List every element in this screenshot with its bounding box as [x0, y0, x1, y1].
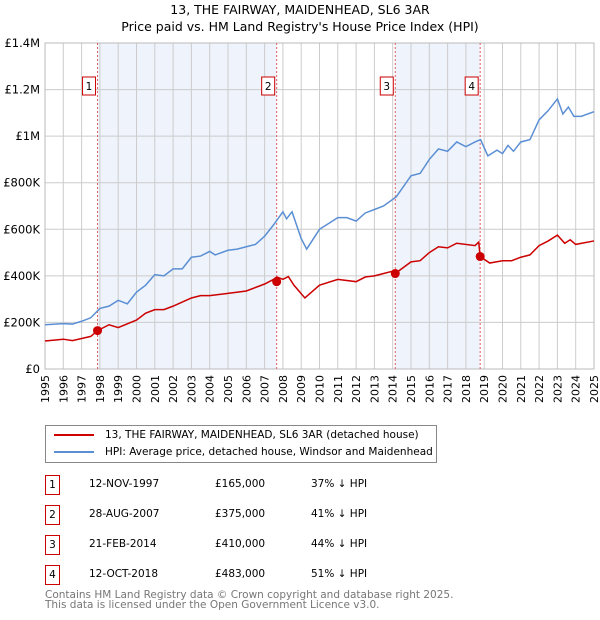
legend-item-property: 13, THE FAIRWAY, MAIDENHEAD, SL6 3AR (de…: [54, 429, 419, 441]
footer: Contains HM Land Registry data © Crown c…: [45, 589, 454, 611]
sale-row: 4 12-OCT-2018 £483,000 51% ↓ HPI: [45, 565, 445, 585]
x-tick-label: 2002: [167, 375, 180, 403]
sale-label-box-1: [82, 76, 97, 96]
x-tick-label: 2004: [204, 375, 217, 403]
sale-price: £410,000: [215, 538, 266, 550]
sale-point-3: [390, 269, 400, 279]
chart-subtitle: Price paid vs. HM Land Registry's House …: [121, 19, 479, 34]
sale-label-3: 3: [383, 81, 390, 93]
footer-line-2: This data is licensed under the Open Gov…: [45, 599, 380, 611]
x-tick-label: 1996: [57, 375, 70, 403]
legend-label-property: 13, THE FAIRWAY, MAIDENHEAD, SL6 3AR (de…: [105, 429, 419, 441]
sale-number: 1: [45, 475, 60, 495]
x-tick-label: 1997: [76, 375, 89, 403]
hpi-line: [44, 97, 595, 326]
y-tick-label: £800K: [3, 176, 40, 190]
sale-date: 21-FEB-2014: [89, 538, 157, 550]
sale-label-1: 1: [86, 81, 93, 93]
x-tick-label: 2022: [533, 375, 546, 403]
y-tick-label: £200K: [3, 315, 40, 329]
x-tick-label: 2021: [515, 375, 528, 403]
x-tick-label: 2006: [240, 375, 253, 403]
x-tick-label: 2011: [332, 375, 345, 403]
sale-point-4: [475, 252, 485, 262]
x-tick-label: 2003: [185, 375, 198, 403]
sale-date: 28-AUG-2007: [89, 508, 160, 520]
x-tick-label: 2001: [149, 375, 162, 403]
sale-hpi-diff: 41% ↓ HPI: [311, 508, 368, 520]
x-tick-label: 2020: [497, 375, 510, 403]
footer-line-1: Contains HM Land Registry data © Crown c…: [45, 589, 454, 601]
sale-hpi-diff: 51% ↓ HPI: [311, 568, 368, 580]
chart-title: 13, THE FAIRWAY, MAIDENHEAD, SL6 3AR: [170, 2, 430, 17]
sale-price: £483,000: [215, 568, 266, 580]
x-tick-label: 2018: [460, 375, 473, 403]
x-tick-label: 2025: [588, 375, 600, 403]
sale-label-box-4: [464, 76, 479, 96]
x-tick-label: 2019: [478, 375, 491, 403]
y-tick-label: £0: [25, 362, 40, 376]
x-tick-label: 2024: [570, 375, 583, 403]
sale-label-2: 2: [265, 81, 272, 93]
y-tick-label: £1M: [15, 129, 40, 143]
y-tick-label: £1.2M: [4, 83, 40, 97]
sale-number: 2: [45, 505, 60, 525]
sale-label-box-3: [379, 76, 394, 96]
sale-row: 3 21-FEB-2014 £410,000 44% ↓ HPI: [45, 535, 445, 555]
plot-border: [44, 42, 595, 370]
legend: 13, THE FAIRWAY, MAIDENHEAD, SL6 3AR (de…: [45, 425, 437, 463]
y-tick-label: £1.4M: [4, 36, 40, 50]
sale-number: 4: [45, 565, 60, 585]
sale-date: 12-OCT-2018: [89, 568, 158, 580]
x-tick-label: 1995: [39, 375, 52, 403]
sale-number: 3: [45, 535, 60, 555]
legend-item-hpi: HPI: Average price, detached house, Wind…: [54, 446, 433, 458]
x-tick-label: 2013: [368, 375, 381, 403]
x-tick-label: 2017: [442, 375, 455, 403]
y-tick-label: £400K: [3, 269, 40, 283]
legend-swatch-hpi: [54, 451, 94, 453]
x-tick-label: 2010: [314, 375, 327, 403]
x-tick-label: 2014: [387, 375, 400, 403]
x-tick-label: 2000: [131, 375, 144, 403]
price-paid-line: [44, 234, 595, 342]
sale-date: 12-NOV-1997: [89, 478, 160, 490]
x-tick-label: 1999: [112, 375, 125, 403]
sale-row: 2 28-AUG-2007 £375,000 41% ↓ HPI: [45, 505, 445, 525]
sale-price: £375,000: [215, 508, 266, 520]
x-tick-label: 2009: [295, 375, 308, 403]
x-tick-label: 2016: [423, 375, 436, 403]
x-tick-label: 2015: [405, 375, 418, 403]
x-tick-label: 1998: [94, 375, 107, 403]
legend-swatch-property: [54, 434, 94, 436]
y-tick-label: £600K: [3, 222, 40, 236]
sale-point-1: [93, 326, 103, 336]
x-tick-label: 2012: [350, 375, 363, 403]
sale-label-box-2: [261, 76, 276, 96]
x-tick-label: 2008: [277, 375, 290, 403]
sale-point-2: [272, 277, 282, 287]
x-tick-label: 2023: [551, 375, 564, 403]
x-tick-label: 2007: [259, 375, 272, 403]
sale-hpi-diff: 44% ↓ HPI: [311, 538, 368, 550]
sale-hpi-diff: 37% ↓ HPI: [311, 478, 368, 490]
sale-row: 1 12-NOV-1997 £165,000 37% ↓ HPI: [45, 475, 445, 495]
shaded-period-1: [97, 43, 277, 369]
x-tick-label: 2005: [222, 375, 235, 403]
plot-area: 1995 1996 1997 1998 1999 2000 2001 2002 2003 2004…: [3, 36, 600, 403]
sale-label-4: 4: [468, 81, 475, 93]
sale-price: £165,000: [215, 478, 266, 490]
legend-label-hpi: HPI: Average price, detached house, Wind…: [105, 446, 433, 458]
